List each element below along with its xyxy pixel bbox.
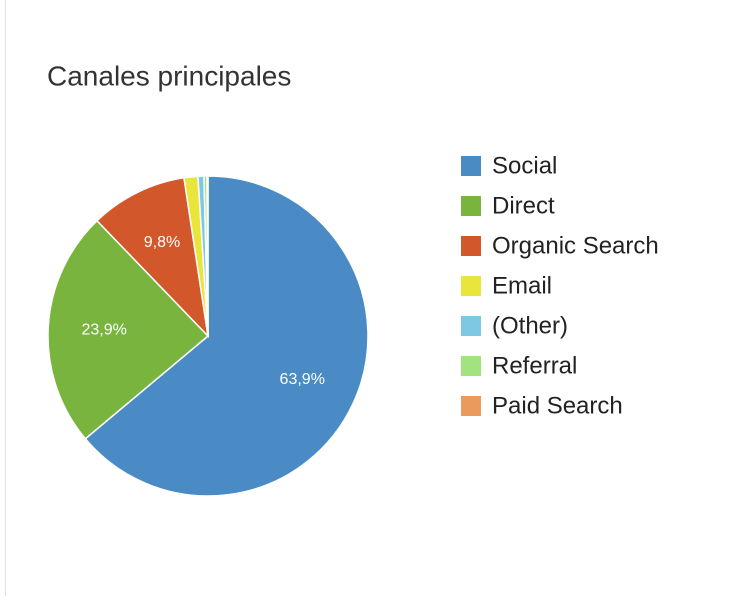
legend-label: Paid Search xyxy=(492,392,623,419)
legend-swatch xyxy=(461,236,481,256)
legend-label: Social xyxy=(492,152,557,179)
legend-swatch xyxy=(461,156,481,176)
legend-label: Organic Search xyxy=(492,232,659,259)
legend-swatch xyxy=(461,316,481,336)
pie-slice xyxy=(206,175,209,337)
data-label: 23,9% xyxy=(81,322,126,339)
pie-slice xyxy=(47,219,210,440)
legend-label: Email xyxy=(492,272,552,299)
pie-slice xyxy=(95,176,210,339)
data-label: 63,9% xyxy=(280,371,325,388)
legend-swatch xyxy=(461,396,481,416)
legend-swatch xyxy=(461,276,481,296)
legend-label: (Other) xyxy=(492,312,568,339)
legend-swatch xyxy=(461,356,481,376)
chart-title: Canales principales xyxy=(47,60,291,91)
legend-swatch xyxy=(461,196,481,216)
legend-label: Direct xyxy=(492,192,555,219)
legend-label: Referral xyxy=(492,352,577,379)
data-label: 9,8% xyxy=(144,234,180,251)
pie-slice xyxy=(84,175,369,497)
